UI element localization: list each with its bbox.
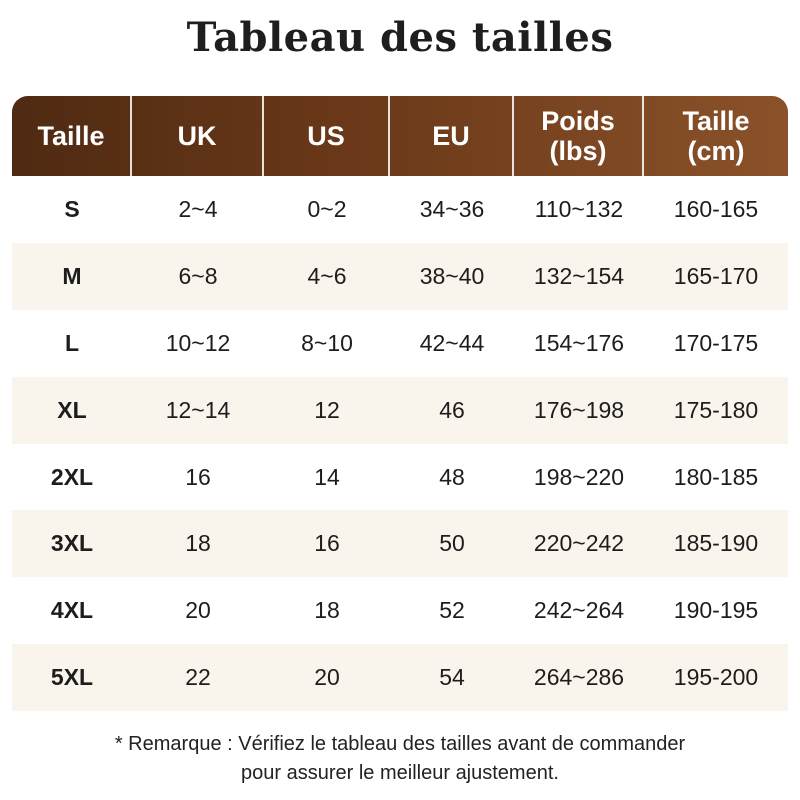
cell-eu: 54 <box>439 664 465 691</box>
cell-height: 160-165 <box>673 195 759 222</box>
size-note: * Remarque : Vérifiez le tableau des tai… <box>0 730 800 788</box>
table-row: L 10~12 8~10 42~44 154~176 170-175 <box>12 310 788 377</box>
table-row: XL 12~14 12 46 176~198 175-180 <box>12 376 788 444</box>
cell-us: 20 <box>314 664 340 691</box>
cell-us: 14 <box>314 463 340 490</box>
cell-height: 195-200 <box>673 664 759 691</box>
cell-size: XL <box>57 396 87 423</box>
header-size: Taille <box>12 96 132 176</box>
cell-height: 175-180 <box>673 396 759 423</box>
cell-uk: 6~8 <box>178 262 218 289</box>
cell-size: 2XL <box>50 463 94 490</box>
cell-height: 165-170 <box>673 262 759 289</box>
cell-us: 0~2 <box>307 195 347 222</box>
table-header: Taille UK US EU Poids (lbs) Taille (cm) <box>12 96 788 176</box>
cell-us: 16 <box>314 530 340 557</box>
cell-weight: 132~154 <box>533 262 625 289</box>
cell-uk: 18 <box>185 530 211 557</box>
cell-weight: 154~176 <box>533 329 625 356</box>
cell-height: 180-185 <box>673 463 759 490</box>
cell-height: 170-175 <box>673 329 759 356</box>
cell-weight: 220~242 <box>533 530 625 557</box>
cell-size: M <box>62 262 82 289</box>
cell-us: 18 <box>314 597 340 624</box>
cell-uk: 22 <box>185 664 211 691</box>
cell-weight: 242~264 <box>533 597 625 624</box>
cell-height: 185-190 <box>673 530 759 557</box>
cell-uk: 20 <box>185 597 211 624</box>
table-row: M 6~8 4~6 38~40 132~154 165-170 <box>12 242 788 310</box>
table-row: 3XL 18 16 50 220~242 185-190 <box>12 510 788 578</box>
table-row: 5XL 22 20 54 264~286 195-200 <box>12 644 788 712</box>
cell-us: 12 <box>314 396 340 423</box>
table-body: S 2~4 0~2 34~36 110~132 160-165 M 6~8 4~6 38~40 13… <box>12 176 788 712</box>
cell-uk: 12~14 <box>165 396 231 423</box>
header-weight: Poids (lbs) <box>514 96 644 176</box>
header-eu: EU <box>390 96 514 176</box>
cell-size: 3XL <box>50 530 94 557</box>
cell-uk: 2~4 <box>178 195 218 222</box>
cell-weight: 198~220 <box>533 463 625 490</box>
cell-uk: 16 <box>185 463 211 490</box>
cell-weight: 176~198 <box>533 396 625 423</box>
cell-eu: 52 <box>439 597 465 624</box>
cell-us: 8~10 <box>301 329 353 356</box>
cell-eu: 38~40 <box>419 262 485 289</box>
cell-uk: 10~12 <box>165 329 231 356</box>
table-row: S 2~4 0~2 34~36 110~132 160-165 <box>12 176 788 243</box>
cell-height: 190-195 <box>673 597 759 624</box>
header-us: US <box>264 96 390 176</box>
cell-weight: 110~132 <box>534 195 624 222</box>
cell-size: S <box>64 195 80 222</box>
cell-eu: 46 <box>439 396 465 423</box>
cell-weight: 264~286 <box>533 664 625 691</box>
cell-size: 5XL <box>50 664 94 691</box>
cell-eu: 34~36 <box>419 195 485 222</box>
cell-us: 4~6 <box>307 262 347 289</box>
size-chart-table: Taille UK US EU Poids (lbs) Taille (cm) … <box>12 96 788 712</box>
note-line-2: pour assurer le meilleur ajustement. <box>241 762 559 784</box>
header-uk: UK <box>132 96 264 176</box>
cell-size: L <box>64 329 80 356</box>
page-title: Tableau des tailles <box>186 14 614 61</box>
cell-eu: 50 <box>439 530 465 557</box>
cell-eu: 48 <box>439 463 465 490</box>
note-line-1: * Remarque : Vérifiez le tableau des tai… <box>114 733 686 755</box>
cell-size: 4XL <box>50 597 94 624</box>
table-row: 4XL 20 18 52 242~264 190-195 <box>12 577 788 644</box>
cell-eu: 42~44 <box>419 329 485 356</box>
header-height: Taille (cm) <box>682 106 750 166</box>
table-row: 2XL 16 14 48 198~220 180-185 <box>12 444 788 511</box>
